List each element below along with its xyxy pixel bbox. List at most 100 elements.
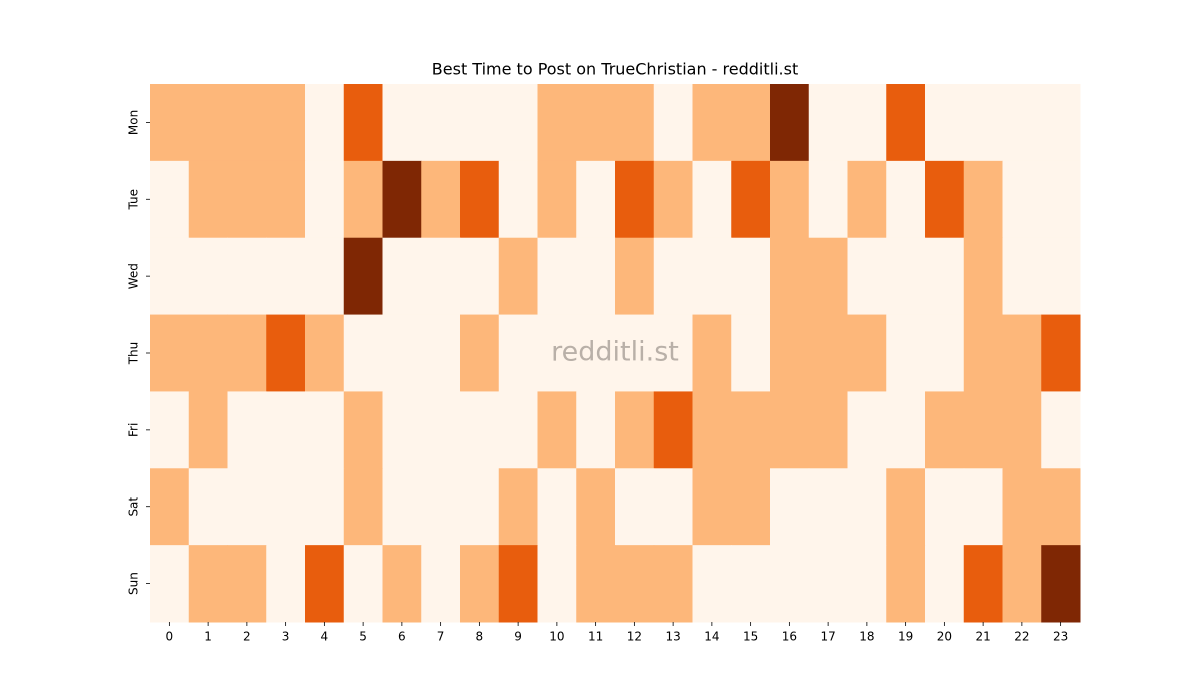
heatmap-cell bbox=[692, 314, 732, 392]
heatmap-cell bbox=[692, 237, 732, 316]
x-tick-label: 18 bbox=[859, 630, 874, 644]
heatmap-cell bbox=[227, 237, 267, 316]
x-tick-label: 20 bbox=[937, 630, 952, 644]
x-tick-label: 21 bbox=[975, 630, 990, 644]
heatmap-cell bbox=[576, 84, 616, 162]
heatmap-cell bbox=[808, 84, 848, 162]
heatmap-cell bbox=[1002, 237, 1042, 316]
heatmap-cell bbox=[615, 545, 655, 623]
heatmap-cell bbox=[460, 84, 500, 162]
x-tick-label: 1 bbox=[204, 630, 212, 644]
heatmap-cell bbox=[1041, 160, 1081, 239]
heatmap-cell bbox=[770, 160, 810, 239]
heatmap-cell bbox=[886, 391, 926, 469]
x-tick-label: 8 bbox=[476, 630, 484, 644]
heatmap-cell bbox=[382, 160, 422, 239]
heatmap-cell bbox=[537, 237, 577, 316]
heatmap-cell bbox=[925, 84, 965, 162]
heatmap-cell bbox=[576, 314, 616, 392]
heatmap-cell bbox=[576, 237, 616, 316]
watermark: redditli.st bbox=[551, 337, 679, 368]
heatmap-cell bbox=[731, 468, 771, 546]
heatmap-cell bbox=[305, 314, 345, 392]
heatmap-cell bbox=[460, 391, 500, 469]
heatmap-cell bbox=[343, 468, 383, 546]
y-tick-label: Mon bbox=[127, 110, 141, 135]
x-tick-label: 7 bbox=[437, 630, 445, 644]
heatmap-cell bbox=[266, 84, 306, 162]
heatmap-cell bbox=[1041, 545, 1081, 623]
heatmap-cell bbox=[150, 468, 190, 546]
heatmap-cell bbox=[1041, 468, 1081, 546]
heatmap-cell bbox=[150, 237, 190, 316]
heatmap-cell bbox=[382, 391, 422, 469]
heatmap-cell bbox=[847, 391, 887, 469]
heatmap-cell bbox=[847, 160, 887, 239]
heatmap-cell bbox=[1041, 84, 1081, 162]
x-tick-label: 9 bbox=[514, 630, 522, 644]
heatmap-cell bbox=[460, 237, 500, 316]
heatmap-cell bbox=[925, 545, 965, 623]
heatmap-cell bbox=[1002, 160, 1042, 239]
heatmap-cell bbox=[498, 391, 538, 469]
heatmap-cell bbox=[498, 314, 538, 392]
y-tick-label: Wed bbox=[127, 263, 141, 289]
x-tick-label: 3 bbox=[282, 630, 290, 644]
heatmap-cell bbox=[847, 545, 887, 623]
heatmap-cell bbox=[460, 160, 500, 239]
heatmap-cell bbox=[460, 545, 500, 623]
heatmap-cell bbox=[886, 468, 926, 546]
heatmap-cell bbox=[421, 314, 461, 392]
heatmap-cell bbox=[421, 160, 461, 239]
heatmap-cell bbox=[653, 84, 693, 162]
heatmap-cell bbox=[925, 468, 965, 546]
heatmap-cell bbox=[1002, 84, 1042, 162]
x-tick-label: 14 bbox=[704, 630, 719, 644]
heatmap-cell bbox=[653, 391, 693, 469]
x-tick-label: 12 bbox=[627, 630, 642, 644]
heatmap-cell bbox=[615, 160, 655, 239]
heatmap-cell bbox=[770, 391, 810, 469]
heatmap-cell bbox=[653, 237, 693, 316]
y-tick-label: Tue bbox=[127, 189, 141, 211]
x-tick-label: 15 bbox=[743, 630, 758, 644]
heatmap-cell bbox=[847, 468, 887, 546]
heatmap-cell bbox=[615, 237, 655, 316]
y-tick-label: Fri bbox=[127, 423, 141, 437]
heatmap-cell bbox=[343, 84, 383, 162]
heatmap-cell bbox=[266, 468, 306, 546]
heatmap-cell bbox=[1002, 545, 1042, 623]
heatmap-cell bbox=[847, 84, 887, 162]
heatmap-cell bbox=[653, 160, 693, 239]
heatmap-cell bbox=[770, 314, 810, 392]
heatmap-cell bbox=[227, 545, 267, 623]
heatmap-cell bbox=[305, 545, 345, 623]
heatmap-cell bbox=[498, 160, 538, 239]
heatmap-cell bbox=[305, 84, 345, 162]
heatmap-cell bbox=[1041, 391, 1081, 469]
heatmap-cell bbox=[692, 468, 732, 546]
heatmap-cell bbox=[963, 84, 1003, 162]
heatmap-cell bbox=[847, 314, 887, 392]
heatmap-cell bbox=[731, 314, 771, 392]
heatmap-cell bbox=[382, 545, 422, 623]
heatmap-cell bbox=[576, 468, 616, 546]
heatmap-cell bbox=[382, 468, 422, 546]
heatmap-cell bbox=[537, 314, 577, 392]
heatmap-cell bbox=[421, 468, 461, 546]
heatmap-cell bbox=[963, 237, 1003, 316]
heatmap-cell bbox=[770, 84, 810, 162]
heatmap-cell bbox=[576, 545, 616, 623]
heatmap-cell bbox=[770, 468, 810, 546]
heatmap-cell bbox=[537, 545, 577, 623]
heatmap-cell bbox=[925, 391, 965, 469]
heatmap-cell bbox=[421, 391, 461, 469]
heatmap-cell bbox=[615, 84, 655, 162]
heatmap-cell bbox=[731, 237, 771, 316]
heatmap-cell bbox=[343, 314, 383, 392]
heatmap-cell bbox=[615, 314, 655, 392]
heatmap-cell bbox=[925, 160, 965, 239]
heatmap-cell bbox=[692, 545, 732, 623]
heatmap-cell bbox=[382, 237, 422, 316]
heatmap-cell bbox=[305, 237, 345, 316]
